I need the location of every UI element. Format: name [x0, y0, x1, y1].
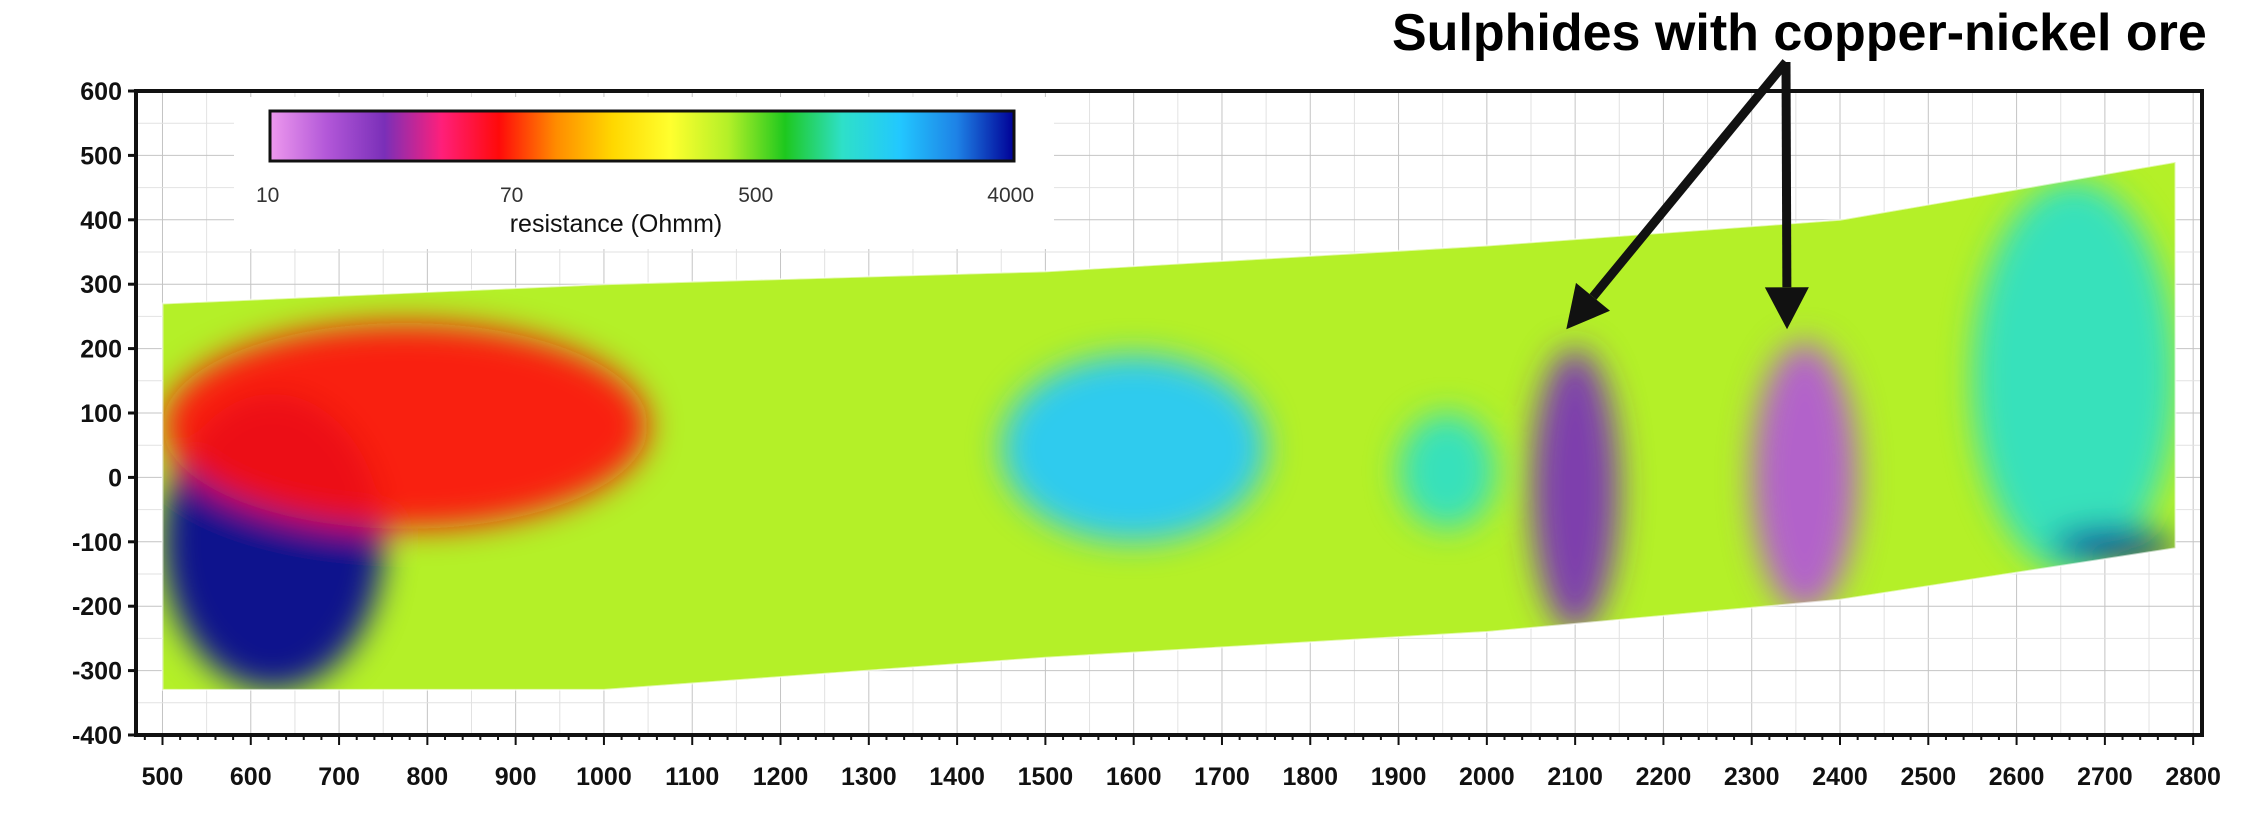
anomaly-layer [162, 181, 2176, 690]
colorbar-tick-label: 10 [256, 184, 279, 207]
x-tick-label: 500 [142, 763, 184, 791]
y-tick-label: -100 [72, 529, 122, 557]
y-tick-label: 100 [80, 400, 122, 428]
colorbar-label: resistance (Ohmm) [510, 210, 723, 238]
x-tick-label: 800 [406, 763, 448, 791]
x-tick-label: 1000 [576, 763, 632, 791]
colorbar-tick-label: 500 [738, 184, 773, 207]
x-tick-label: 600 [230, 763, 272, 791]
y-tick-label: 300 [80, 271, 122, 299]
resistivity-anomaly [1972, 181, 2176, 575]
colorbar-swatch [268, 109, 1016, 163]
x-tick-label: 2100 [1547, 763, 1603, 791]
x-tick-label: 1800 [1282, 763, 1338, 791]
colorbar-tick-label: 70 [500, 184, 523, 207]
x-axis: 500 600 700 800 900 1000 1100 1200 1300 1400 1500 1… [142, 735, 2221, 791]
x-tick-label: 1300 [841, 763, 897, 791]
resistivity-anomaly [1751, 342, 1858, 613]
colorbar-ticks: 10 70 500 4000 [256, 184, 1034, 207]
annotation-title: Sulphides with copper-nickel ore [1392, 4, 2207, 62]
y-axis: 600 500 400 300 200 100 0 -100 -200 -300 -400 [72, 78, 136, 750]
section-outline [161, 160, 2177, 691]
x-tick-label: 1400 [929, 763, 985, 791]
x-tick-label: 2700 [2077, 763, 2133, 791]
y-tick-label: -400 [72, 722, 122, 750]
y-tick-label: 0 [108, 464, 122, 492]
resistivity-anomaly [1001, 355, 1267, 542]
y-tick-label: 400 [80, 207, 122, 235]
y-tick-label: 200 [80, 336, 122, 364]
colorbar-tick-label: 4000 [987, 184, 1034, 207]
colorbar: 10 70 500 4000 resistance (Ohmm) [234, 97, 1054, 249]
x-tick-label: 1700 [1194, 763, 1250, 791]
resistivity-anomaly [1530, 348, 1620, 632]
y-tick-label: -300 [72, 658, 122, 686]
x-tick-label: 2800 [2165, 763, 2221, 791]
annotation-arrow-head [1566, 282, 1610, 330]
x-tick-label: 2600 [1989, 763, 2045, 791]
x-tick-label: 1100 [665, 763, 719, 791]
x-tick-label: 700 [318, 763, 360, 791]
resistivity-anomaly [2051, 528, 2176, 562]
x-tick-label: 2300 [1724, 763, 1780, 791]
resistivity-anomaly [162, 322, 649, 529]
resistivity-section [162, 161, 2176, 690]
x-tick-label: 1600 [1106, 763, 1162, 791]
x-tick-label: 1200 [753, 763, 809, 791]
x-tick-label: 2000 [1459, 763, 1515, 791]
annotation-arrow-shaft [1589, 59, 1790, 300]
resistivity-anomaly [1398, 413, 1496, 529]
resistivity-heatmap [161, 160, 2177, 691]
y-tick-label: 500 [80, 142, 122, 170]
x-tick-label: 2400 [1812, 763, 1868, 791]
y-tick-label: -200 [72, 593, 122, 621]
annotation-group: Sulphides with copper-nickel ore [1392, 4, 2207, 330]
x-tick-label: 1900 [1371, 763, 1427, 791]
x-tick-label: 900 [495, 763, 537, 791]
annotation-arrow-head [1764, 287, 1809, 330]
annotation-arrows [1566, 59, 1809, 330]
annotation-arrow-shaft [1781, 61, 1792, 288]
x-tick-label: 1500 [1018, 763, 1074, 791]
x-tick-label: 2200 [1636, 763, 1692, 791]
y-tick-label: 600 [80, 78, 122, 106]
x-tick-label: 2500 [1900, 763, 1956, 791]
